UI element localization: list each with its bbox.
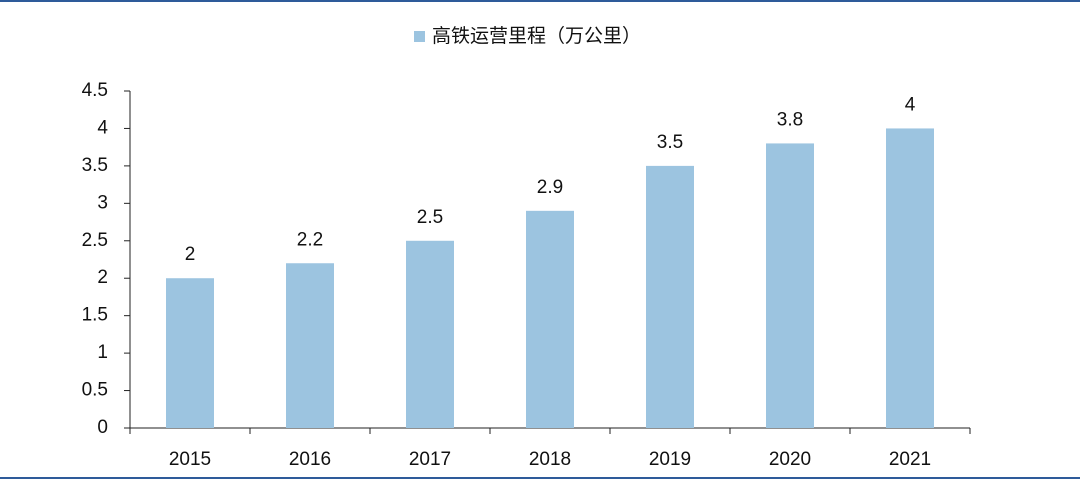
bar	[766, 143, 814, 428]
y-tick-label: 2	[97, 267, 108, 288]
y-tick-label: 0.5	[82, 380, 108, 401]
y-tick-label: 4	[97, 117, 108, 138]
data-label: 2.9	[537, 177, 563, 198]
bar	[166, 278, 214, 428]
legend-swatch	[414, 31, 425, 42]
bar	[526, 210, 574, 428]
y-tick-label: 3.5	[82, 155, 108, 176]
y-tick-label: 4.5	[82, 80, 108, 101]
bar	[286, 263, 334, 428]
x-tick-label: 2019	[649, 449, 691, 470]
data-label: 4	[905, 94, 916, 115]
data-label: 2.5	[417, 207, 443, 228]
legend-label: 高铁运营里程（万公里）	[432, 25, 641, 47]
x-tick-label: 2015	[169, 449, 211, 470]
x-tick-label: 2018	[529, 449, 571, 470]
y-tick-label: 0	[97, 417, 108, 438]
bar	[406, 240, 454, 428]
data-label: 3.5	[657, 132, 683, 153]
bar	[886, 128, 934, 428]
data-label: 3.8	[777, 109, 803, 130]
data-label: 2.2	[297, 229, 323, 250]
x-tick-label: 2016	[289, 449, 331, 470]
y-tick-label: 1.5	[82, 305, 108, 326]
x-tick-label: 2017	[409, 449, 451, 470]
bar	[646, 165, 694, 428]
x-tick-label: 2020	[769, 449, 811, 470]
y-tick-label: 3	[97, 192, 108, 213]
data-label: 2	[185, 244, 196, 265]
x-tick-label: 2021	[889, 449, 931, 470]
y-tick-label: 1	[97, 342, 108, 363]
y-tick-label: 2.5	[82, 230, 108, 251]
